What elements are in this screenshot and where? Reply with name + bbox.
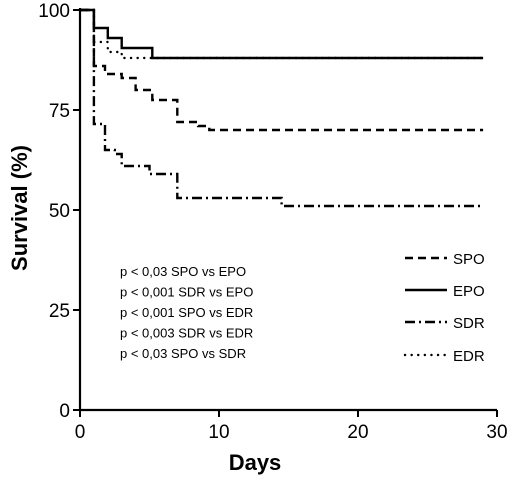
legend-label-edr: EDR — [453, 348, 485, 365]
legend-label-epo: EPO — [453, 283, 485, 300]
y-tick-label: 0 — [59, 401, 70, 422]
annotations: p < 0,03 SPO vs EPO p < 0,001 SDR vs EPO p… — [120, 264, 253, 361]
p-value-annotation: p < 0,03 SPO vs EPO — [120, 264, 246, 279]
plot-series — [78, 8, 485, 208]
p-value-annotation: p < 0,003 SDR vs EDR — [120, 326, 253, 341]
legend-label-spo: SPO — [453, 251, 485, 268]
series-line-sdr — [80, 8, 484, 208]
x-axis-ticks: 0 10 20 30 — [75, 410, 508, 443]
p-value-annotation: p < 0,001 SDR vs EPO — [120, 285, 253, 300]
series-line-epo — [80, 8, 484, 60]
legend-label-sdr: SDR — [453, 315, 485, 332]
y-tick-label: 75 — [49, 101, 70, 122]
y-axis-title: Survival (%) — [7, 145, 32, 271]
x-tick-label: 0 — [75, 422, 86, 443]
x-tick-label: 20 — [347, 422, 368, 443]
y-axis-ticks: 0 25 50 75 100 — [38, 1, 80, 422]
y-tick-label: 50 — [49, 201, 70, 222]
p-value-annotation: p < 0,001 SPO vs EDR — [120, 305, 253, 320]
y-tick-label: 25 — [49, 301, 70, 322]
series-line-edr — [78, 8, 485, 60]
p-value-annotation: p < 0,03 SPO vs SDR — [120, 346, 246, 361]
x-axis-title: Days — [229, 450, 282, 475]
y-tick-label: 100 — [38, 1, 70, 22]
x-tick-label: 30 — [486, 422, 507, 443]
series-line-spo — [80, 8, 484, 132]
legend: SPO EPO SDR EDR — [403, 251, 485, 365]
x-tick-label: 10 — [208, 422, 229, 443]
